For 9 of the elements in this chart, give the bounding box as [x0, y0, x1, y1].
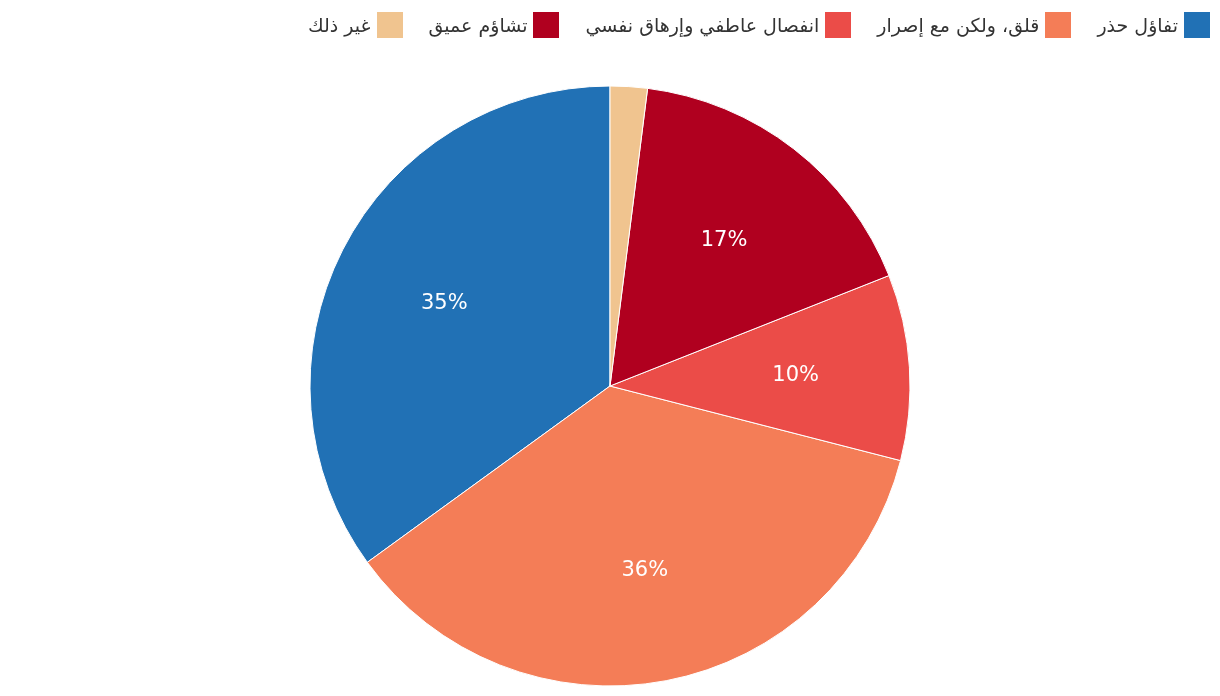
- legend-label: تشاؤم عميق: [428, 14, 528, 36]
- data-label: 10%: [772, 362, 819, 387]
- legend-label: تفاؤل حذر: [1097, 14, 1178, 36]
- legend-label: غير ذلك: [308, 14, 371, 36]
- data-label: 35%: [420, 289, 468, 314]
- legend-label: قلق، ولكن مع إصرار: [877, 14, 1040, 36]
- data-label: 36%: [621, 556, 669, 581]
- legend-label: انفصال عاطفي وإرهاق نفسي: [585, 14, 820, 36]
- data-label: 17%: [700, 227, 748, 252]
